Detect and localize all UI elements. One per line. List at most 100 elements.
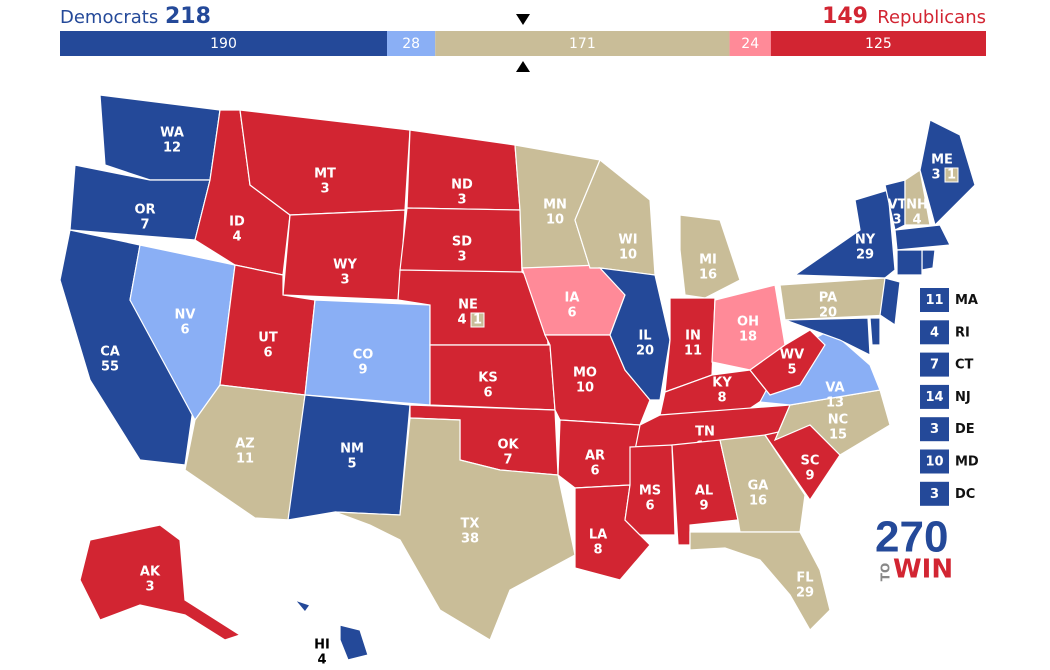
state-shape[interactable]: [879, 277, 901, 327]
state-ev: 9: [699, 499, 708, 514]
state-ev: 18: [739, 330, 757, 345]
state-abbr: KS: [478, 371, 497, 386]
state-shape[interactable]: [784, 317, 871, 356]
state-shape[interactable]: [793, 189, 896, 279]
marker-down: [516, 14, 530, 25]
state-ev: 6: [180, 323, 189, 338]
state-abbr: IL: [638, 329, 651, 344]
state-ev: 4: [232, 230, 241, 245]
state-ev: 9: [358, 363, 367, 378]
state-ev: 6: [567, 306, 576, 321]
district-box[interactable]: [944, 167, 959, 183]
state-abbr: NC: [828, 413, 848, 428]
tally-segment: [387, 31, 436, 56]
state-ev: 3: [892, 213, 901, 228]
state-ev: 3: [931, 168, 940, 183]
state-abbr: ME: [931, 153, 953, 168]
state-ev: 3: [457, 193, 466, 208]
state-ev: 9: [805, 469, 814, 484]
small-state-ev: 10: [925, 455, 943, 470]
small-state-abbr: DC: [955, 487, 975, 502]
tally-segment: [435, 31, 730, 56]
state-shape[interactable]: [334, 417, 576, 641]
state-abbr: MO: [573, 366, 597, 381]
state-shape[interactable]: [293, 598, 311, 613]
state-abbr: NM: [340, 442, 364, 457]
state-ev: 16: [699, 268, 717, 283]
state-ev: 10: [576, 381, 594, 396]
tally-bar: 190 28 171 24 125: [60, 31, 986, 56]
state-shape[interactable]: [896, 249, 923, 276]
state-ev: 11: [684, 344, 702, 359]
small-state-abbr: CT: [955, 358, 974, 373]
small-state-box[interactable]: [920, 352, 949, 377]
small-state-box[interactable]: [920, 320, 949, 345]
state-ev: 3: [320, 182, 329, 197]
tally-segment: [729, 31, 771, 56]
small-state-box[interactable]: [920, 288, 949, 312]
tally-label: 24: [741, 36, 759, 52]
state-shape[interactable]: [79, 524, 242, 641]
small-state-ev: 14: [925, 390, 943, 405]
state-ev: 29: [856, 248, 874, 263]
state-ev: 3: [340, 273, 349, 288]
district-box[interactable]: [470, 312, 485, 328]
state-shape[interactable]: [894, 224, 951, 251]
state-abbr: WV: [780, 348, 804, 363]
state-abbr: AL: [695, 484, 713, 499]
state-abbr: NY: [855, 233, 876, 248]
state-abbr: OH: [737, 315, 759, 330]
state-abbr: VT: [888, 198, 907, 213]
small-state-ev: 11: [925, 293, 943, 308]
state-abbr: AK: [140, 565, 161, 580]
small-state-box[interactable]: [920, 481, 949, 506]
logo-number: 270: [875, 513, 948, 562]
logo-to: TO: [879, 563, 893, 581]
state-shape[interactable]: [598, 267, 671, 401]
state-shape[interactable]: [869, 317, 881, 346]
state-abbr: UT: [258, 331, 278, 346]
state-ev: 11: [236, 452, 254, 467]
state-abbr: WA: [160, 126, 184, 141]
state-abbr: NE: [458, 298, 478, 313]
state-abbr: PA: [819, 291, 837, 306]
state-ev: 4: [912, 213, 921, 228]
state-abbr: KY: [712, 376, 732, 391]
state-ev: 8: [593, 543, 602, 558]
state-abbr: NV: [175, 308, 196, 323]
state-ev: 4: [457, 313, 466, 328]
state-ev: 6: [645, 499, 654, 514]
state-abbr: TN: [695, 425, 715, 440]
state-ev: 16: [749, 494, 767, 509]
state-abbr: SC: [801, 454, 820, 469]
state-shape[interactable]: [339, 624, 369, 661]
rep-total: 149: [822, 4, 868, 29]
logo-win: WIN: [893, 555, 953, 585]
state-ev: 3: [145, 580, 154, 595]
state-shape[interactable]: [921, 249, 936, 271]
state-ev: 5: [347, 457, 356, 472]
state-ev: 15: [829, 428, 847, 443]
small-state-ev: 3: [930, 422, 939, 437]
state-shape[interactable]: [904, 168, 931, 226]
state-ev: 5: [787, 363, 796, 378]
state-abbr: VA: [825, 381, 844, 396]
tally-label: 125: [865, 36, 892, 52]
small-state-box[interactable]: [920, 417, 949, 442]
district-ev: 1: [947, 168, 956, 183]
state-ev: 4: [317, 653, 326, 668]
state-abbr: MS: [639, 484, 661, 499]
state-abbr: HI: [314, 638, 330, 653]
small-state-abbr: DE: [955, 422, 975, 437]
small-state-box[interactable]: [920, 384, 949, 409]
state-abbr: NH: [906, 198, 928, 213]
tally-label: 171: [569, 36, 596, 52]
state-ev: 7: [140, 218, 149, 233]
state-shape[interactable]: [749, 329, 826, 396]
tally-label: 190: [210, 36, 237, 52]
dem-total: 218: [165, 4, 211, 29]
small-state-box[interactable]: [920, 449, 949, 474]
state-shape[interactable]: [689, 531, 831, 631]
tally-label: 28: [402, 36, 420, 52]
state-ev: 13: [826, 396, 844, 411]
